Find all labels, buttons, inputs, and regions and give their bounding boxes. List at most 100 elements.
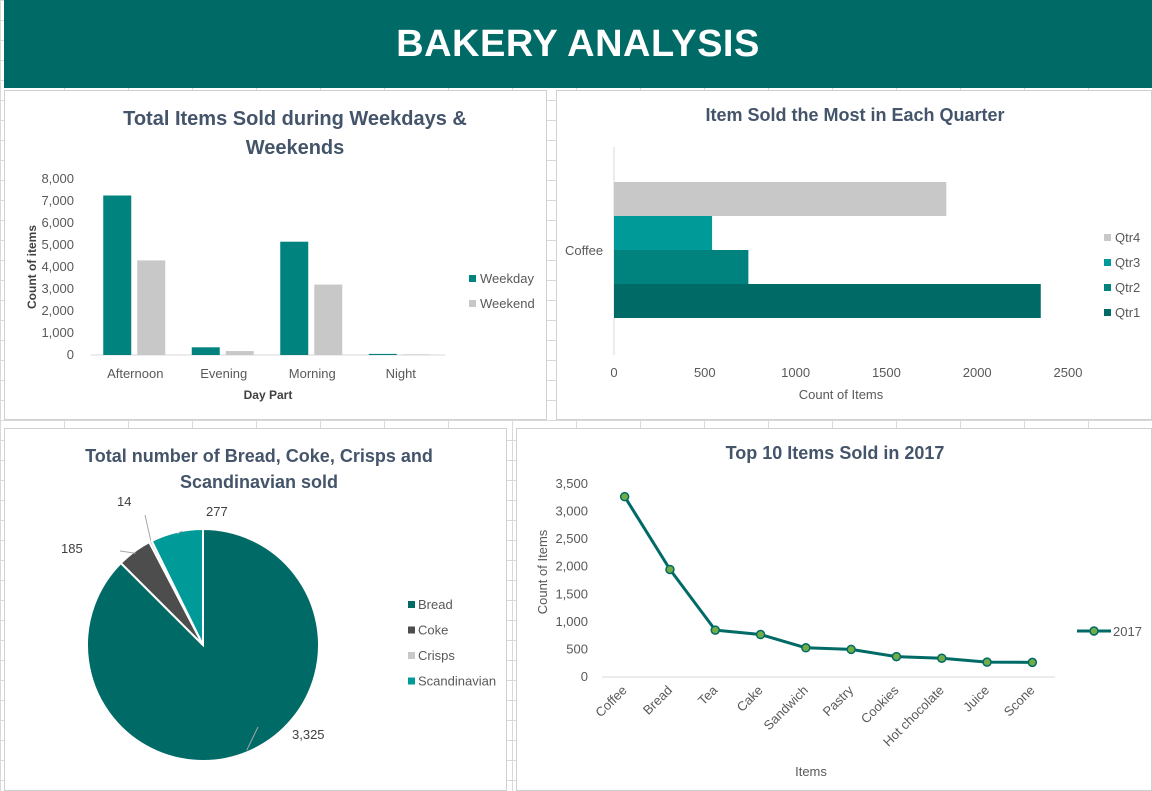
pie-chart-panel[interactable]: Total number of Bread, Coke, Crisps and S… xyxy=(4,428,507,791)
legend-label-crisps: Crisps xyxy=(418,648,455,663)
x-axis-title: Items xyxy=(795,764,827,779)
x-tick-label: 1000 xyxy=(781,365,810,380)
x-tick-label: Coffee xyxy=(592,683,630,721)
legend-label-scandinavian: Scandinavian xyxy=(418,674,496,689)
x-axis-title: Count of Items xyxy=(799,387,884,402)
chart-title: Item Sold the Most in Each Quarter xyxy=(705,105,1004,125)
legend-label-qtr1: Qtr1 xyxy=(1115,305,1140,320)
data-point-scone xyxy=(1027,657,1038,668)
legend-swatch-qtr1 xyxy=(1104,309,1111,316)
legend-label-qtr4: Qtr4 xyxy=(1115,230,1140,245)
legend-swatch-coke xyxy=(408,626,415,634)
x-tick-label: Pastry xyxy=(820,682,857,719)
x-tick-label: Evening xyxy=(200,366,247,381)
y-tick-label: 3,000 xyxy=(555,504,588,519)
chart-title: Scandinavian sold xyxy=(180,472,338,492)
data-point-coffee xyxy=(619,491,630,502)
leader-line-scandinavian xyxy=(176,530,183,535)
bar-weekend-evening xyxy=(225,351,254,355)
bread-coke-crisps-pie-chart: Total number of Bread, Coke, Crisps and S… xyxy=(61,446,496,762)
x-tick-label: Sandwich xyxy=(761,683,811,733)
series-line-2017 xyxy=(623,495,1033,664)
y-tick-label: 5,000 xyxy=(41,237,74,252)
legend-swatch-qtr3 xyxy=(1104,259,1111,266)
bar-qtr3 xyxy=(614,216,713,250)
x-tick-label: 1500 xyxy=(872,365,901,380)
x-tick-label: Night xyxy=(386,366,417,381)
bar-weekend-morning xyxy=(314,284,343,355)
data-point-tea xyxy=(710,625,720,635)
legend-swatch-bread xyxy=(408,601,415,608)
y-tick-label: 1,000 xyxy=(41,325,74,340)
y-tick-label: 3,500 xyxy=(555,476,588,491)
bar-weekend-night xyxy=(402,354,431,355)
y-tick-label: 2,500 xyxy=(555,531,588,546)
y-tick-label: 8,000 xyxy=(41,171,74,186)
leader-line-bread xyxy=(246,726,259,751)
dashboard-title: BAKERY ANALYSIS xyxy=(396,22,760,65)
x-tick-label: Afternoon xyxy=(107,366,163,381)
data-point-sandwich xyxy=(801,643,811,653)
weekday-weekend-bar-chart: Total Items Sold during Weekdays & Weeken… xyxy=(25,108,535,402)
data-label-scandinavian: 277 xyxy=(206,504,228,519)
bar-weekday-night xyxy=(368,353,397,355)
chart-title: Total number of Bread, Coke, Crisps and xyxy=(85,446,433,466)
legend-label-weekend: Weekend xyxy=(480,296,535,311)
title-banner: BAKERY ANALYSIS xyxy=(4,0,1152,88)
legend-label-coke: Coke xyxy=(418,623,448,638)
chart-title: Top 10 Items Sold in 2017 xyxy=(726,443,945,463)
data-point-pastry xyxy=(846,644,856,655)
legend-swatch-qtr2 xyxy=(1104,284,1111,291)
y-tick-label: 6,000 xyxy=(41,215,74,230)
data-point-cake xyxy=(755,629,766,640)
legend-label-bread: Bread xyxy=(418,597,453,612)
bar-weekday-evening xyxy=(191,347,220,355)
data-point-hot-chocolate xyxy=(937,653,947,664)
x-axis-title: Day Part xyxy=(244,388,293,402)
x-tick-label: Cake xyxy=(734,683,766,715)
top10-chart-panel[interactable]: Top 10 Items Sold in 2017 0 500 1,000 1,500 2… xyxy=(516,428,1152,791)
bar-qtr1 xyxy=(614,284,1041,318)
legend-marker-2017 xyxy=(1089,626,1099,636)
x-tick-label: Tea xyxy=(695,682,721,708)
x-tick-label: Morning xyxy=(289,366,336,381)
bar-qtr2 xyxy=(614,250,749,284)
data-label-bread: 3,325 xyxy=(292,727,325,742)
legend-swatch-crisps xyxy=(408,652,415,659)
legend-label-qtr3: Qtr3 xyxy=(1115,255,1140,270)
y-tick-label: 2,000 xyxy=(555,559,588,574)
legend-swatch-qtr4 xyxy=(1104,234,1111,241)
y-tick-label: 1,500 xyxy=(555,586,588,601)
category-label: Coffee xyxy=(565,243,603,258)
x-tick-label: Bread xyxy=(640,683,675,718)
legend-label-2017: 2017 xyxy=(1113,624,1142,639)
data-point-bread xyxy=(665,564,675,575)
bar-weekday-morning xyxy=(280,241,309,355)
legend-label-weekday: Weekday xyxy=(480,271,534,286)
x-tick-label: 2000 xyxy=(963,365,992,380)
legend-swatch-weekend xyxy=(469,300,476,307)
pie-slice-scandinavian xyxy=(150,527,204,646)
weekday-weekend-chart-panel[interactable]: Total Items Sold during Weekdays & Weeken… xyxy=(4,90,547,420)
y-tick-label: 4,000 xyxy=(41,259,74,274)
data-point-cookies xyxy=(891,651,902,662)
quarter-chart-panel[interactable]: Item Sold the Most in Each Quarter Coffee… xyxy=(556,90,1152,420)
y-tick-label: 0 xyxy=(581,669,588,684)
y-axis-title: Count of Items xyxy=(535,529,550,614)
x-tick-label: 0 xyxy=(610,365,617,380)
y-tick-label: 1,000 xyxy=(555,614,588,629)
x-tick-label: Juice xyxy=(960,683,992,715)
leader-line-coke xyxy=(119,550,136,554)
legend-swatch-scandinavian xyxy=(408,677,415,685)
bar-weekend-afternoon xyxy=(137,260,166,355)
data-label-coke: 185 xyxy=(61,541,83,556)
chart-title: Total Items Sold during Weekdays & xyxy=(123,108,467,130)
legend-label-qtr2: Qtr2 xyxy=(1115,280,1140,295)
quarter-horizontal-bar-chart: Item Sold the Most in Each Quarter Coffee… xyxy=(565,105,1140,402)
y-axis-title: Count of items xyxy=(25,225,39,309)
data-point-juice xyxy=(982,657,992,667)
chart-title: Weekends xyxy=(246,137,345,159)
x-tick-label: Scone xyxy=(1001,683,1038,720)
y-tick-label: 500 xyxy=(566,641,588,656)
x-tick-label: Cookies xyxy=(858,682,902,726)
